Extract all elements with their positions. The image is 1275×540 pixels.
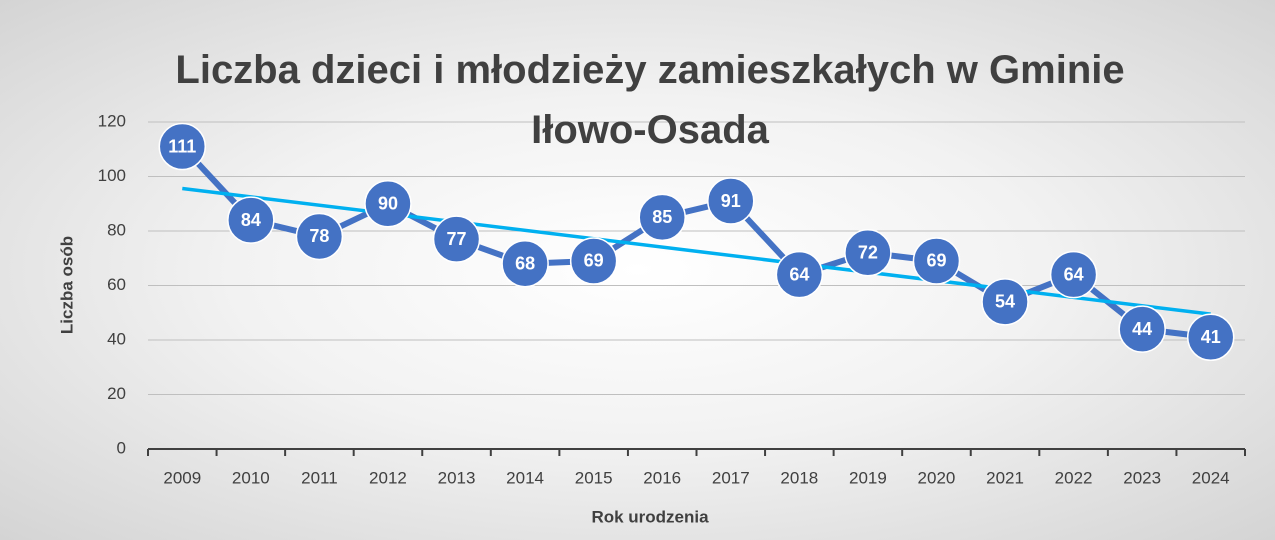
marker	[295, 212, 344, 261]
y-tick-label: 120	[98, 111, 126, 130]
line	[180, 144, 1212, 341]
x-tick-label: 2013	[438, 468, 476, 487]
chart-title: Liczba dzieci i młodzieży zamieszkałych …	[175, 48, 1125, 152]
marker	[912, 237, 961, 285]
x-tick-label: 2015	[575, 468, 613, 487]
data-label: 64	[789, 264, 809, 284]
x-tick-label: 2011	[301, 468, 338, 487]
marker	[569, 237, 618, 285]
marker	[775, 250, 824, 299]
y-axis-label: Liczba osób	[57, 236, 76, 334]
marker	[364, 180, 412, 228]
marker	[1186, 313, 1235, 362]
trendline	[182, 186, 1211, 316]
marker	[707, 177, 755, 225]
y-tick-label: 60	[107, 275, 126, 294]
data-label: 41	[1201, 327, 1221, 347]
data-label: 54	[995, 292, 1015, 312]
x-tick-label: 2010	[232, 468, 270, 487]
marker	[638, 193, 686, 242]
data-label: 77	[447, 229, 467, 249]
y-tick-label: 0	[117, 438, 126, 457]
x-tick-label: 2016	[643, 468, 681, 487]
data-label: 44	[1132, 319, 1152, 339]
marker	[1118, 305, 1166, 353]
x-tick-label: 2021	[986, 468, 1024, 487]
x-tick-label: 2020	[918, 468, 956, 487]
data-label: 111	[168, 136, 196, 156]
data-label: 69	[584, 251, 604, 271]
y-tick-label: 20	[107, 384, 126, 403]
data-label: 85	[652, 207, 672, 227]
x-tick-label: 2022	[1055, 468, 1093, 487]
x-axis-label: Rok urodzenia	[591, 507, 709, 526]
x-tick-label: 2018	[780, 468, 818, 487]
marker	[432, 215, 481, 263]
marker	[844, 229, 892, 277]
marker	[981, 278, 1029, 326]
y-tick-label: 100	[98, 166, 126, 185]
x-tick-label: 2009	[163, 468, 201, 487]
data-label: 78	[309, 226, 329, 246]
y-tick-label: 80	[107, 220, 126, 239]
data-label: 64	[1064, 264, 1084, 284]
x-tick-label: 2012	[369, 468, 407, 487]
x-tick-label: 2017	[712, 468, 750, 487]
data-label: 68	[515, 253, 535, 273]
x-tick-label: 2023	[1123, 468, 1161, 487]
data-label: 69	[926, 251, 946, 271]
data-label: 90	[378, 194, 398, 214]
y-tick-label: 40	[107, 329, 126, 348]
x-tick-label: 2014	[506, 468, 544, 487]
marker	[501, 239, 549, 288]
data-label: 91	[721, 191, 741, 211]
marker	[158, 122, 207, 171]
marker	[1049, 250, 1098, 299]
x-tick-label: 2019	[849, 468, 887, 487]
data-label: 84	[241, 210, 261, 230]
data-label: 72	[858, 243, 878, 263]
x-tick-label: 2024	[1192, 468, 1230, 487]
marker	[227, 196, 275, 244]
